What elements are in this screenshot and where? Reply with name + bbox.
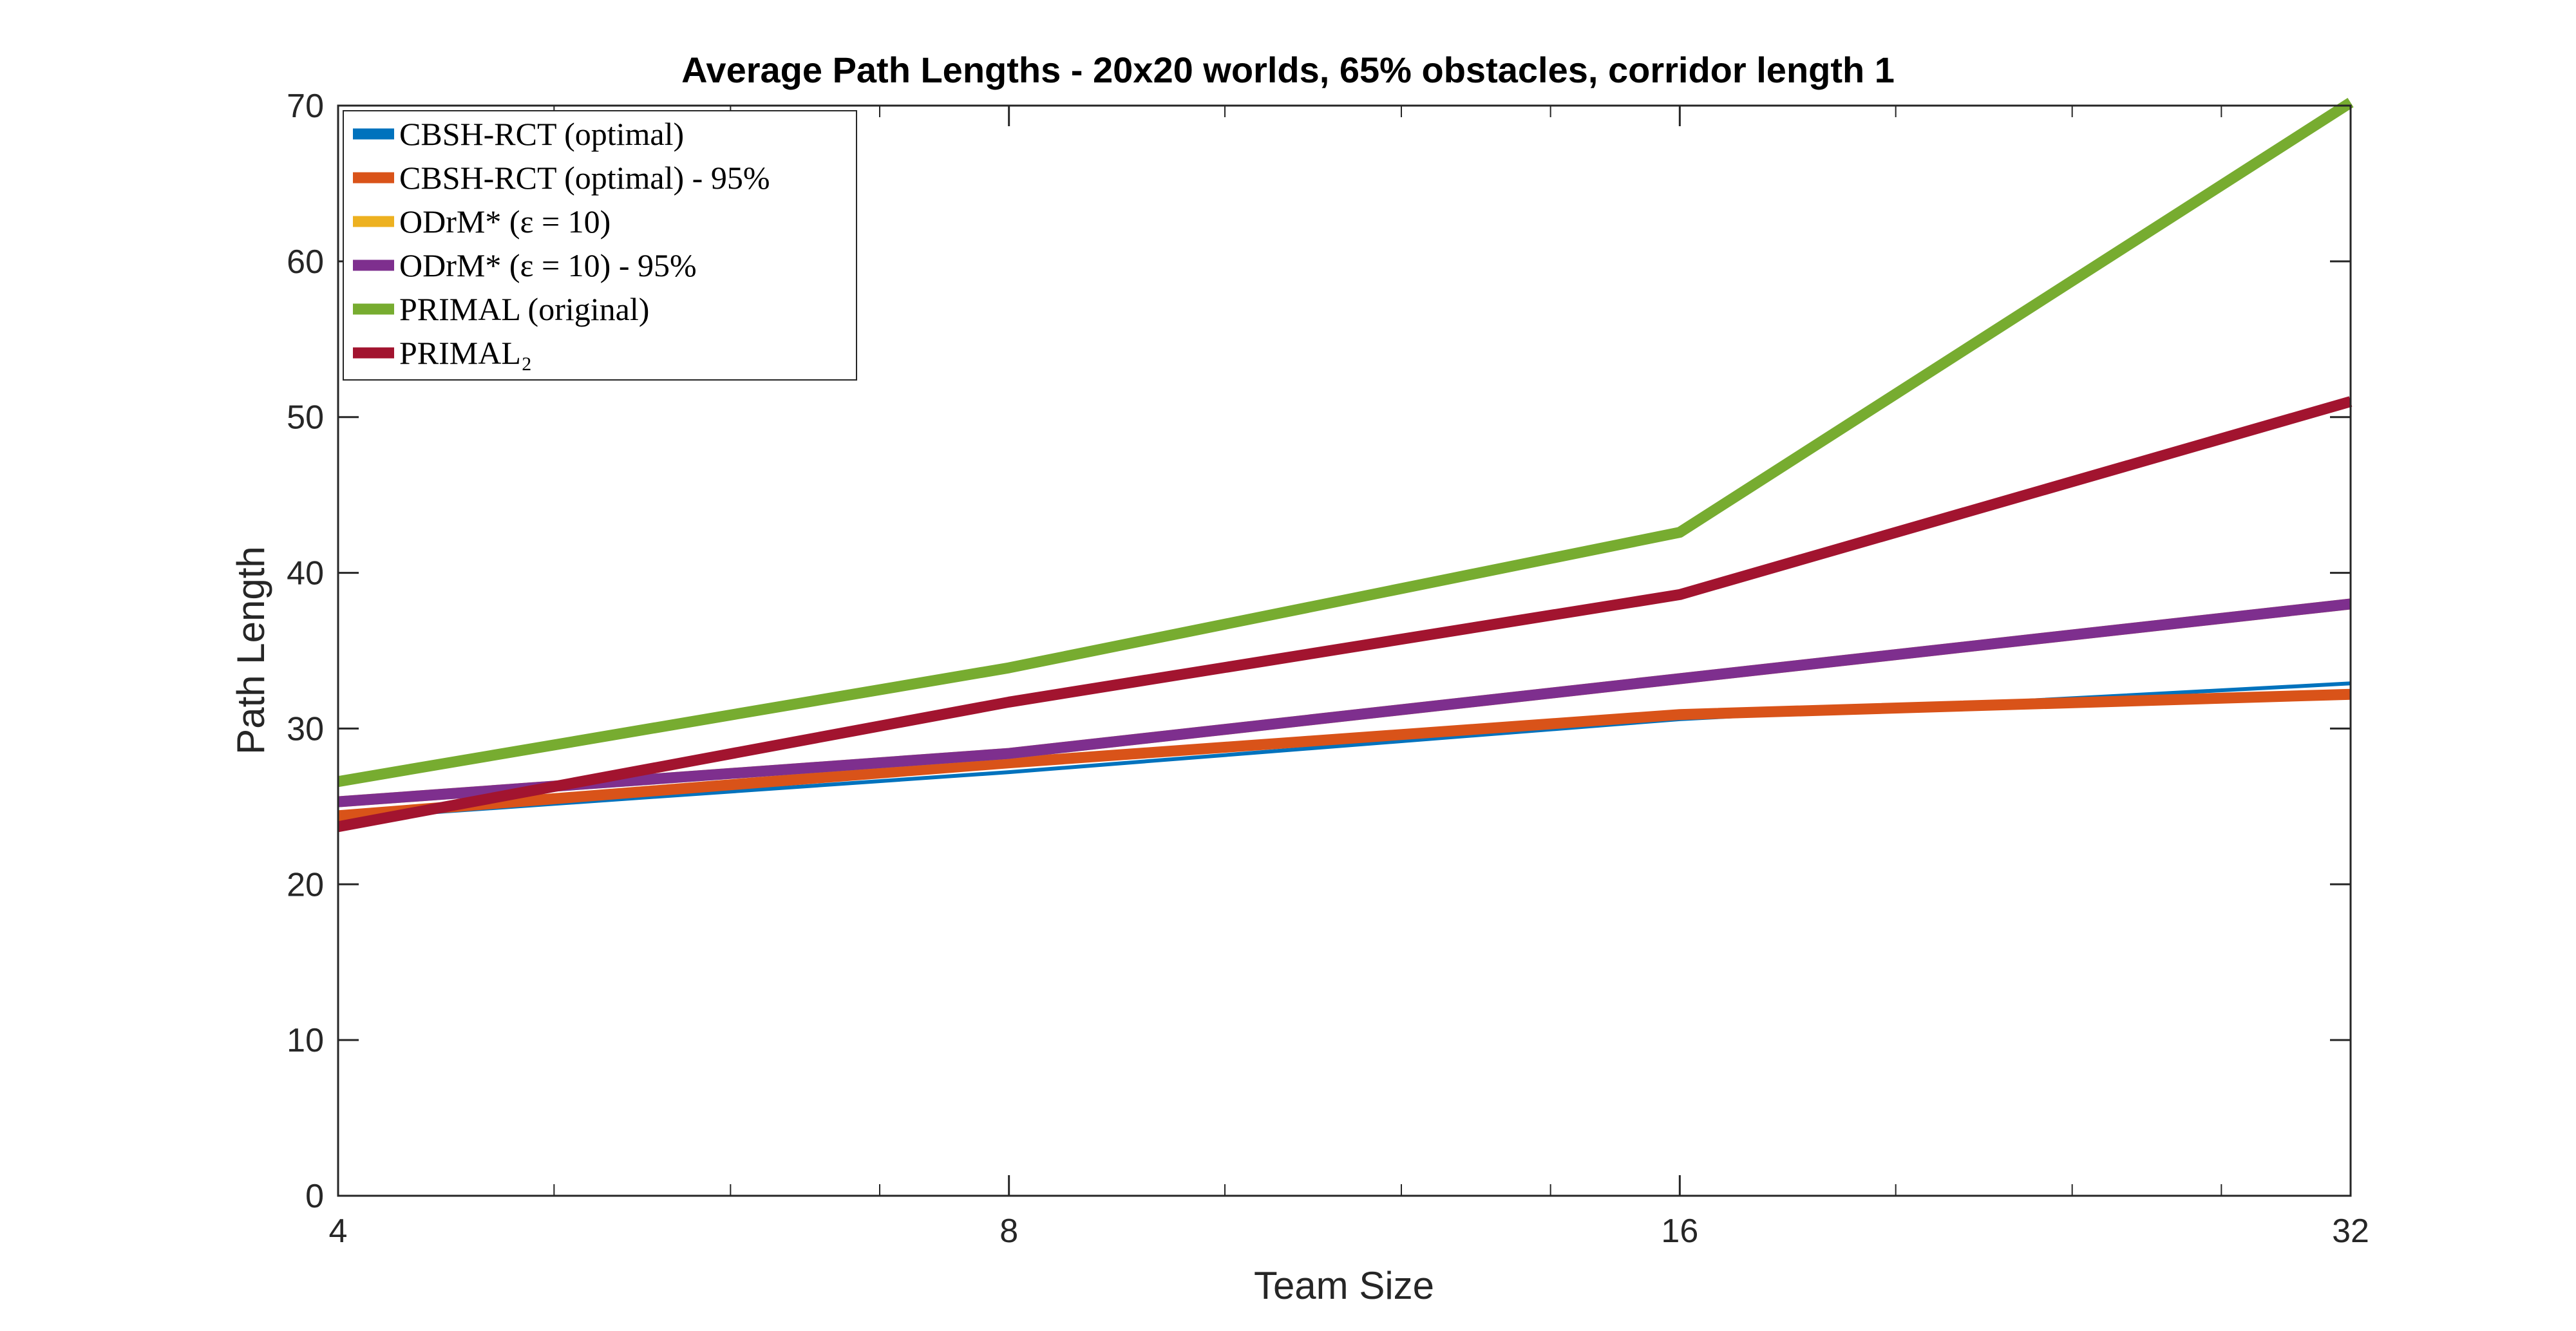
y-tick-label: 40 bbox=[287, 555, 324, 592]
x-tick-label: 8 bbox=[999, 1213, 1018, 1250]
axis-ticks: 4 8 16 32 0 10 20 30 40 50 60 70 bbox=[287, 88, 2369, 1250]
series-line-5 bbox=[337, 396, 2353, 833]
legend-label-0: CBSH-RCT (optimal) bbox=[399, 116, 684, 152]
chart-title: Average Path Lengths - 20x20 worlds, 65%… bbox=[681, 50, 1895, 90]
y-tick-label: 10 bbox=[287, 1022, 324, 1059]
y-tick-label: 20 bbox=[287, 866, 324, 903]
series-line-3 bbox=[337, 598, 2351, 807]
x-tick-label: 16 bbox=[1661, 1213, 1698, 1250]
plot-area-frame bbox=[337, 104, 2352, 1197]
legend-label-5: PRIMAL₂ bbox=[399, 335, 532, 371]
y-tick-label: 30 bbox=[287, 710, 324, 748]
legend-label-2: ODrM* (ε = 10) bbox=[399, 203, 611, 240]
y-tick-label: 50 bbox=[287, 399, 324, 437]
y-tick-label: 60 bbox=[287, 243, 324, 281]
series-line-1 bbox=[337, 688, 2351, 822]
legend-label-1: CBSH-RCT (optimal) - 95% bbox=[399, 160, 770, 196]
y-tick-label: 0 bbox=[305, 1178, 324, 1215]
x-tick-label: 4 bbox=[329, 1213, 348, 1250]
series-layer bbox=[337, 98, 2354, 833]
legend-box bbox=[343, 110, 857, 381]
legend-label-4: PRIMAL (original) bbox=[399, 291, 649, 327]
y-axis-label: Path Length bbox=[229, 546, 272, 755]
x-tick-label: 32 bbox=[2332, 1213, 2369, 1250]
y-tick-label: 70 bbox=[287, 88, 324, 125]
x-axis-label: Team Size bbox=[1254, 1264, 1434, 1307]
series-line-4 bbox=[337, 98, 2354, 788]
legend: CBSH-RCT (optimal) CBSH-RCT (optimal) - 9… bbox=[343, 110, 857, 381]
legend-label-3: ODrM* (ε = 10) - 95% bbox=[399, 247, 697, 283]
